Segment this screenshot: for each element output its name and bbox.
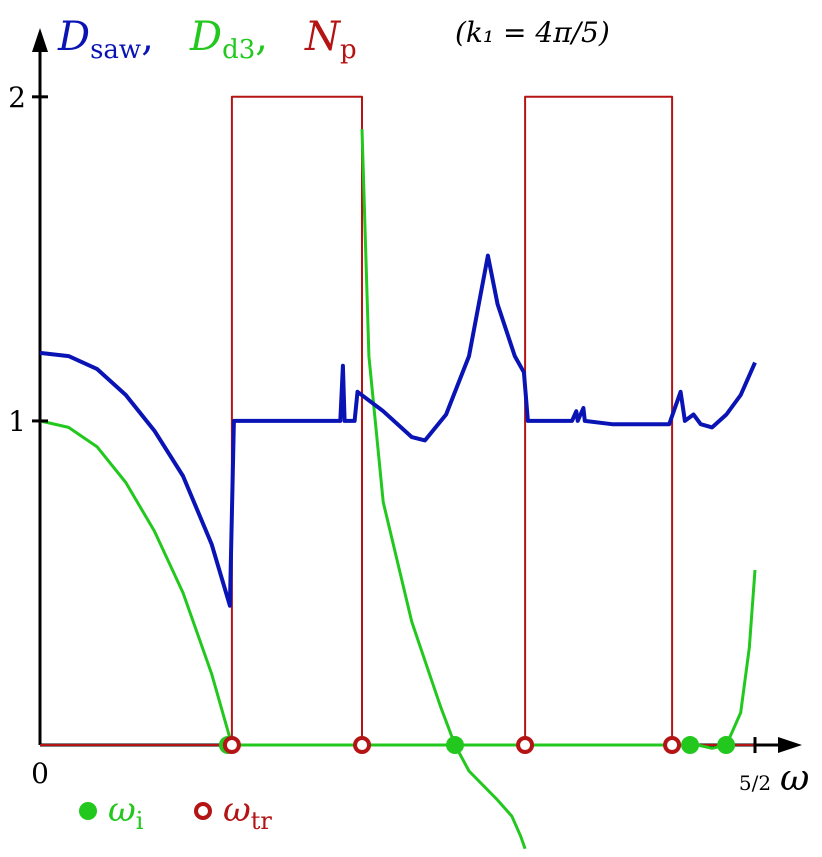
- y-axis-arrow: [32, 28, 48, 52]
- marker: [445, 736, 464, 755]
- marker: [663, 736, 682, 755]
- x-tick-label: 5/2: [739, 771, 771, 795]
- marker: [353, 736, 372, 755]
- legend-subscript: tr: [251, 807, 273, 835]
- marker: [681, 736, 700, 755]
- annotation: (k₁ = 4π/5): [455, 16, 610, 49]
- legend-name: D: [57, 14, 90, 60]
- legend-subscript: d3: [222, 35, 255, 65]
- plot-area: [39, 95, 757, 850]
- x-tick-label: 0: [31, 757, 49, 790]
- legend-name: D: [189, 14, 222, 60]
- legend-subscript: saw: [90, 35, 141, 65]
- legend-symbol: [194, 802, 212, 820]
- legend-entry: ωi: [108, 790, 144, 835]
- x-axis-label: ω: [780, 758, 809, 799]
- legend-subscript: p: [340, 35, 357, 65]
- legend-entry: Dd3,: [189, 14, 268, 65]
- legend-separator: ,: [255, 14, 268, 60]
- marker: [717, 736, 736, 755]
- legend-entry: ωtr: [223, 790, 272, 835]
- legend-name: N: [304, 14, 342, 60]
- legend-name: ω: [223, 790, 251, 830]
- y-tick-label: 2: [8, 81, 26, 114]
- y-tick-label: 1: [8, 405, 26, 438]
- legend-symbol: [79, 802, 97, 820]
- series-line: [39, 253, 757, 608]
- legend-name: ω: [108, 790, 136, 830]
- x-axis-arrow: [778, 737, 802, 753]
- legend-entry: Dsaw,: [57, 14, 154, 65]
- legend-separator: ,: [141, 14, 154, 60]
- series-line: [39, 129, 757, 850]
- marker: [222, 736, 241, 755]
- legend-entry: Np: [304, 14, 357, 65]
- marker: [516, 736, 535, 755]
- legend-subscript: i: [136, 807, 144, 835]
